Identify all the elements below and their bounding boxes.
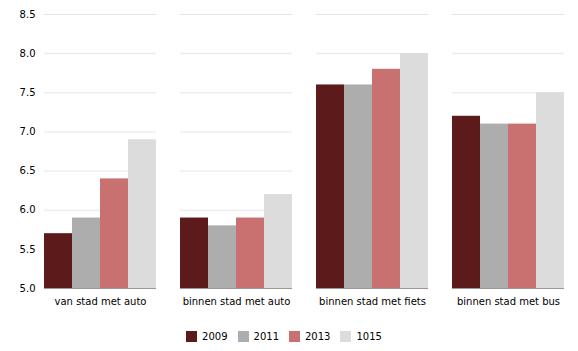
- html-text:1015: 1015: [356, 331, 382, 342]
- html-text:2009: 2009: [202, 331, 228, 342]
- svg-text:5.5: 5.5: [20, 244, 36, 255]
- svg-text:8.5: 8.5: [20, 9, 36, 20]
- svg-text:van stad met auto: van stad met auto: [55, 296, 147, 307]
- svg-text:binnen stad met auto: binnen stad met auto: [183, 296, 291, 307]
- svg-text:6.5: 6.5: [20, 165, 36, 176]
- svg-text:7.0: 7.0: [20, 126, 36, 137]
- svg-text:binnen stad met bus: binnen stad met bus: [457, 296, 560, 307]
- svg-text:5.0: 5.0: [20, 283, 36, 294]
- svg-text:7.5: 7.5: [20, 87, 36, 98]
- html-text:2011: 2011: [253, 331, 279, 342]
- svg-text:6.0: 6.0: [20, 204, 36, 215]
- svg-text:binnen stad met fiets: binnen stad met fiets: [319, 296, 426, 307]
- html-text:2013: 2013: [305, 331, 331, 342]
- svg-text:8.0: 8.0: [20, 48, 36, 59]
